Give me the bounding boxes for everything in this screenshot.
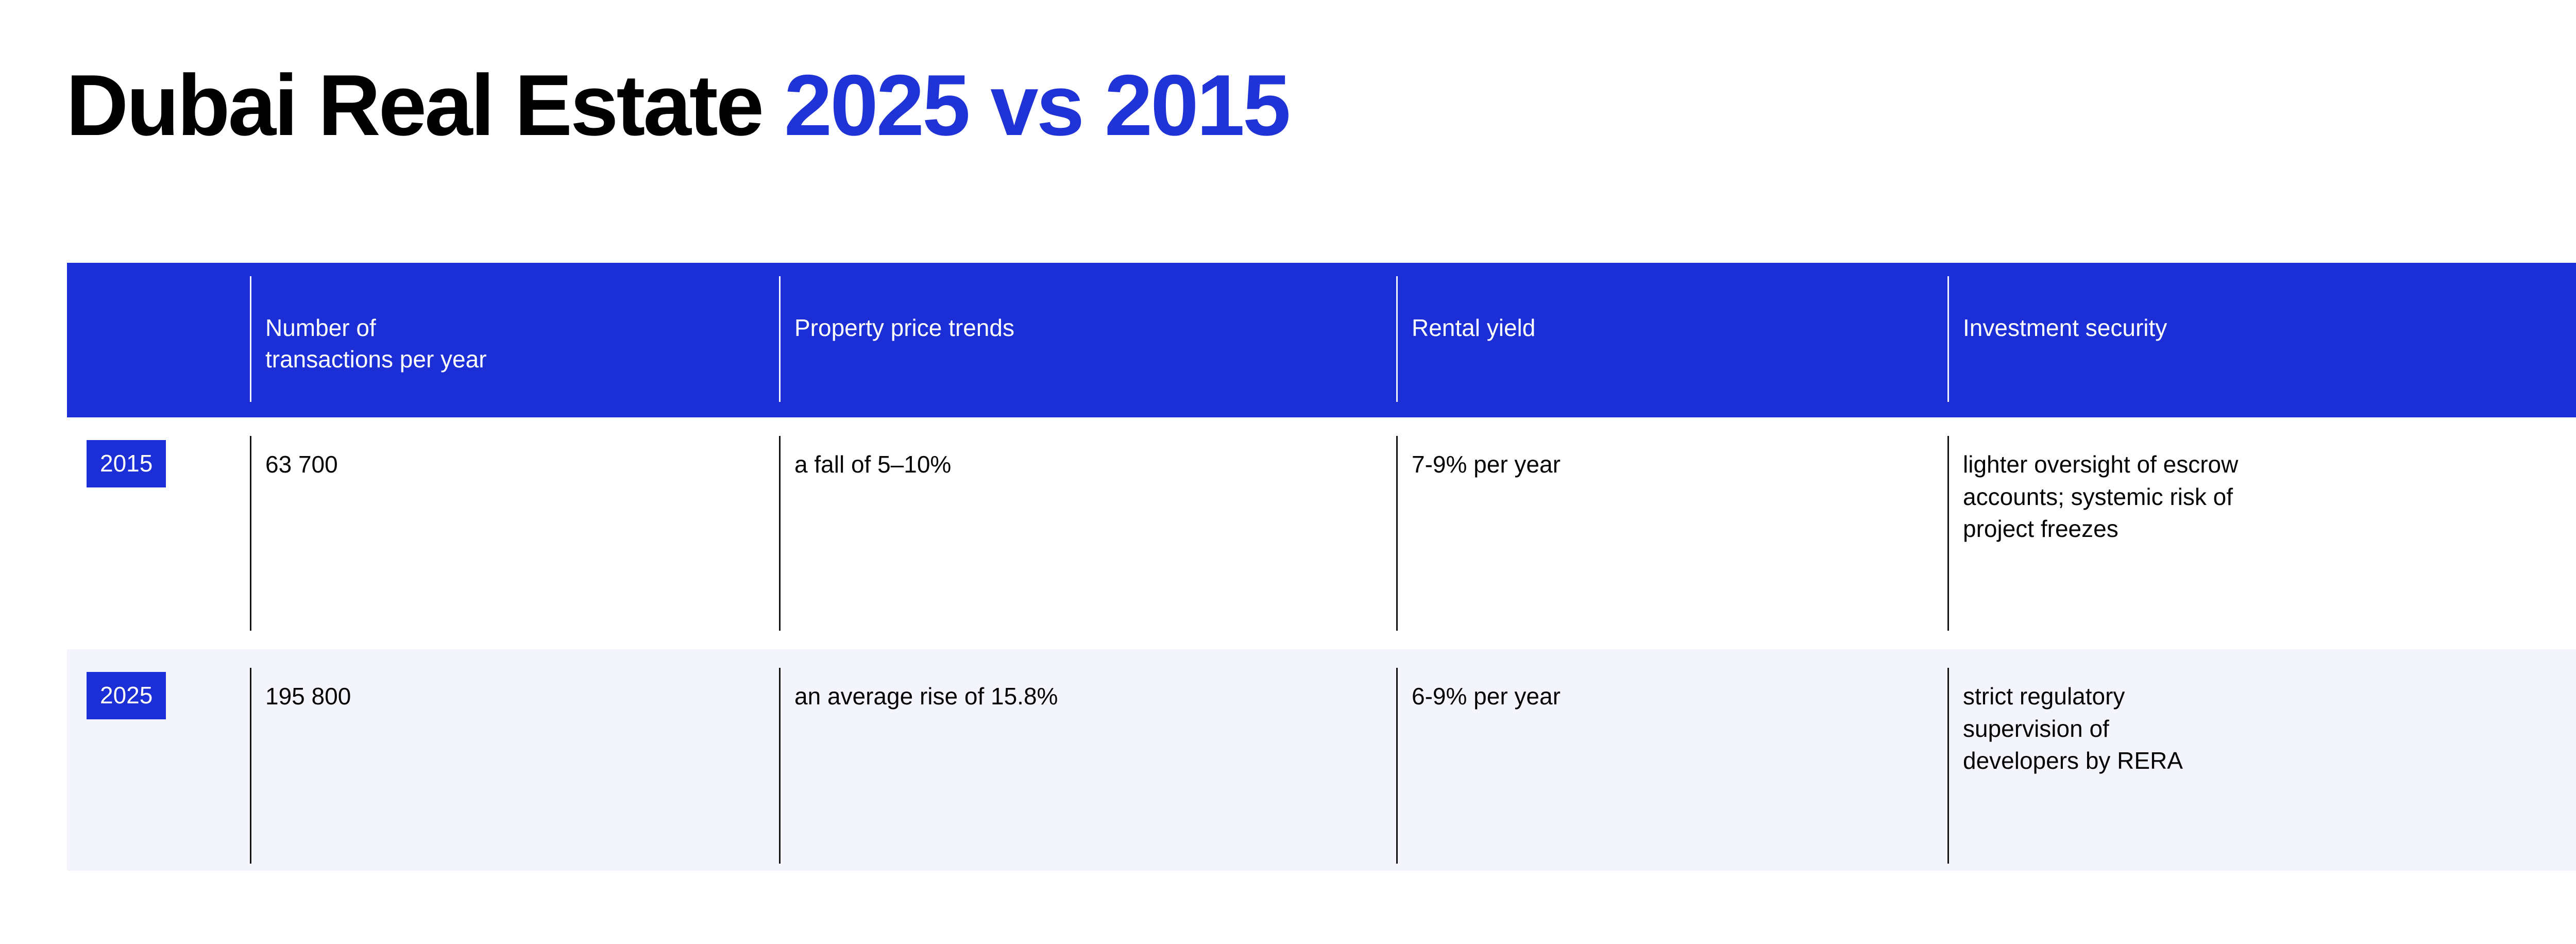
cell-transactions: 63 700 — [265, 451, 338, 478]
header-column-divider — [250, 276, 251, 402]
row-column-divider — [1947, 668, 1949, 864]
header-column-divider — [1947, 276, 1949, 402]
cell-investment-security: lighter oversight of escrow accounts; sy… — [1963, 451, 2239, 543]
status-badge: 2015 — [87, 440, 166, 487]
header-column-divider — [1396, 276, 1398, 402]
row-column-divider — [779, 668, 781, 864]
year-badge-cell: 2025 — [67, 672, 250, 719]
row-column-divider — [1396, 668, 1398, 864]
page-title-main: Dubai Real Estate — [66, 57, 784, 154]
status-badge: 2025 — [87, 672, 166, 719]
row-column-divider — [1947, 436, 1949, 631]
page-title: Dubai Real Estate 2025 vs 2015 — [66, 62, 1291, 148]
comparison-table: Number of transactions per year Property… — [67, 263, 2576, 871]
page-title-accent: 2025 vs 2015 — [784, 57, 1291, 154]
cell-investment-security: strict regulatory supervision of develop… — [1963, 683, 2183, 774]
cell-rental-yield: 7-9% per year — [1412, 451, 1561, 478]
row-column-divider — [779, 436, 781, 631]
row-column-divider — [250, 668, 251, 864]
column-header-rental-yield: Rental yield — [1412, 314, 1536, 341]
row-column-divider — [250, 436, 251, 631]
cell-rental-yield: 6-9% per year — [1412, 683, 1561, 710]
cell-price-trends: a fall of 5–10% — [794, 451, 952, 478]
header-column-divider — [779, 276, 781, 402]
cell-transactions: 195 800 — [265, 683, 351, 710]
cell-price-trends: an average rise of 15.8% — [794, 683, 1058, 710]
column-header-investment-security: Investment security — [1963, 314, 2167, 341]
column-header-transactions: Number of transactions per year — [265, 314, 487, 373]
column-header-price-trends: Property price trends — [794, 314, 1014, 341]
table-row: 2015 63 700 a fall of 5–10% 7-9% per yea… — [67, 417, 2576, 649]
year-badge-cell: 2015 — [67, 440, 250, 487]
table-header-row: Number of transactions per year Property… — [67, 263, 2576, 417]
row-column-divider — [1396, 436, 1398, 631]
table-row: 2025 195 800 an average rise of 15.8% 6-… — [67, 649, 2576, 871]
